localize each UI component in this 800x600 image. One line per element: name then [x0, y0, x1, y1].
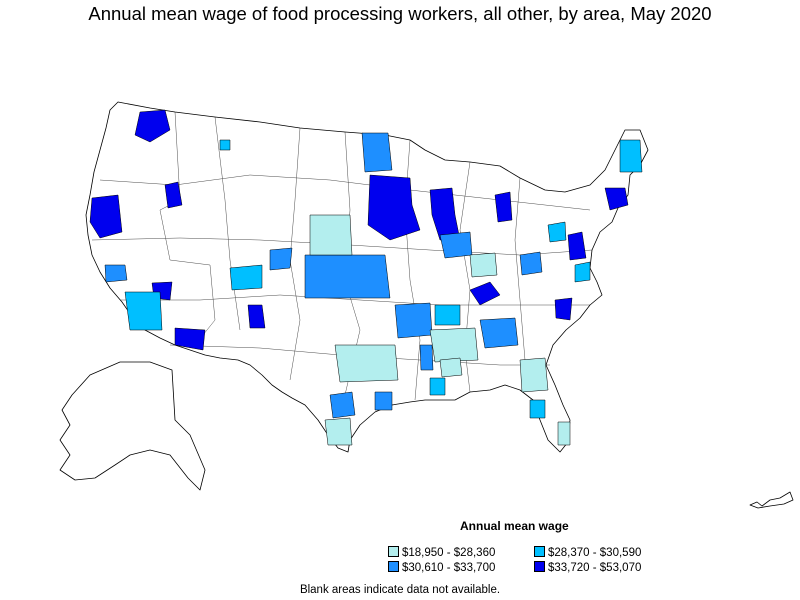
region-top-wage	[164, 181, 183, 209]
alaska-outline	[59, 361, 206, 491]
legend-item: $18,950 - $28,360	[388, 546, 495, 560]
region-high-wage	[479, 317, 519, 349]
legend-swatch	[534, 546, 545, 557]
region-mid-wage	[547, 221, 567, 243]
legend-label: $33,720 - $53,070	[548, 562, 642, 574]
legend-swatch	[534, 561, 545, 572]
hawaii-outline	[749, 491, 794, 509]
region-top-wage	[89, 194, 123, 239]
legend-label: $18,950 - $28,360	[402, 547, 496, 559]
legend-item: $30,610 - $33,700	[388, 561, 495, 575]
region-top-wage	[247, 304, 266, 329]
region-top-wage	[469, 281, 501, 306]
region-high-wage	[394, 302, 433, 339]
region-mid-wage	[529, 399, 546, 419]
region-mid-wage	[574, 261, 591, 283]
footnote: Blank areas indicate data not available.	[299, 584, 501, 596]
region-high-wage	[304, 254, 391, 299]
region-low-wage	[557, 421, 571, 446]
region-low-wage	[309, 214, 353, 256]
region-top-wage	[567, 231, 587, 261]
region-high-wage	[269, 247, 293, 271]
legend-item: $33,720 - $53,070	[534, 561, 641, 575]
region-top-wage	[367, 174, 421, 241]
region-mid-wage	[219, 139, 231, 151]
region-high-wage	[361, 132, 393, 173]
region-top-wage	[174, 327, 206, 351]
region-high-wage	[439, 231, 473, 259]
region-high-wage	[374, 391, 393, 411]
region-top-wage	[134, 109, 171, 143]
region-low-wage	[334, 344, 399, 383]
region-low-wage	[519, 357, 549, 393]
map-title: Annual mean wage of food processing work…	[88, 3, 712, 24]
legend-item: $28,370 - $30,590	[534, 546, 641, 560]
wage-regions	[89, 109, 643, 446]
region-mid-wage	[429, 377, 446, 396]
region-high-wage	[519, 251, 543, 276]
region-high-wage	[329, 391, 356, 419]
region-mid-wage	[619, 139, 643, 173]
region-mid-wage	[434, 304, 461, 326]
region-low-wage	[429, 327, 479, 363]
region-low-wage	[439, 357, 463, 378]
legend-swatch	[388, 561, 399, 572]
region-low-wage	[324, 417, 353, 446]
region-top-wage	[494, 191, 513, 223]
legend-label: $28,370 - $30,590	[548, 547, 642, 559]
region-mid-wage	[124, 291, 163, 331]
region-mid-wage	[229, 264, 263, 291]
legend-swatch	[388, 546, 399, 557]
region-top-wage	[604, 187, 629, 211]
region-high-wage	[104, 264, 128, 283]
legend-label: $30,610 - $33,700	[402, 562, 496, 574]
region-low-wage	[469, 252, 498, 278]
region-high-wage	[419, 344, 434, 371]
legend-title: Annual mean wage	[460, 519, 569, 533]
region-top-wage	[554, 297, 573, 321]
